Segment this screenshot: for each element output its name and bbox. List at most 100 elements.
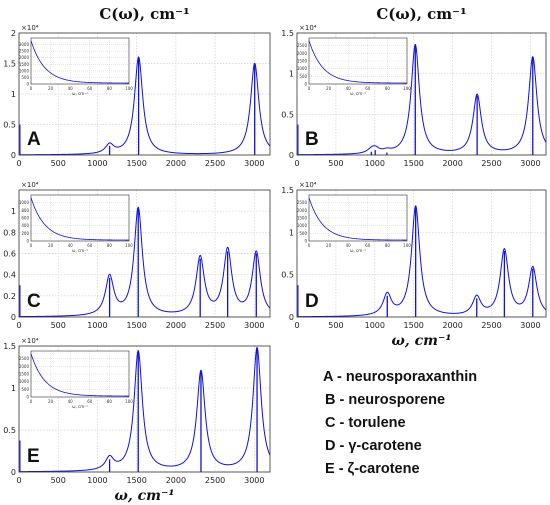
inset-area	[31, 38, 129, 84]
x-tick-label: 3000	[244, 476, 264, 485]
y-tick-label: 0.6	[3, 250, 16, 259]
x-tick-label: 1000	[365, 321, 385, 330]
x-tick-label: 2500	[481, 159, 501, 168]
plot-frame	[18, 345, 271, 473]
y-tick-label: 0.5	[281, 271, 294, 280]
inset-y-tick: 800	[21, 208, 29, 213]
x-tick-label: 2500	[205, 159, 225, 168]
inset-x-label: ω, cm⁻¹	[72, 91, 88, 96]
spectrum-line	[19, 56, 271, 156]
x-tick-label: 3000	[520, 159, 540, 168]
inset-y-tick: 500	[299, 231, 307, 236]
inset-x-tick: 20	[326, 243, 332, 248]
legend-item-b: B - neurosporene	[325, 392, 446, 408]
y-tick-label: 0	[289, 151, 294, 160]
inset-y-tick: 1500	[19, 372, 30, 377]
inset-curve	[30, 40, 130, 84]
x-tick-label: 2500	[205, 321, 225, 330]
inset-x-tick: 0	[30, 86, 33, 91]
inset-curve	[30, 197, 130, 241]
inset-y-tick: 0	[26, 239, 29, 244]
x-tick-label: 0	[294, 159, 299, 168]
inset-y-tick: 1000	[19, 68, 30, 73]
x-tick-label: 500	[328, 321, 343, 330]
x-tick-label: 2000	[442, 159, 462, 168]
x-tick-label: 1500	[126, 159, 146, 168]
inset-curve	[30, 353, 130, 397]
inset-x-tick: 0	[30, 399, 33, 404]
x-tick-label: 500	[328, 159, 343, 168]
inset-y-tick: 0	[26, 395, 29, 400]
inset-x-tick: 100	[403, 243, 411, 248]
inset-y-tick: 1500	[297, 59, 308, 64]
y-exponent-label: ×10⁴	[21, 337, 39, 345]
inset-x-label: ω, cm⁻¹	[350, 91, 366, 96]
y-tick-label: 1	[289, 70, 294, 79]
inset-y-tick: 2000	[297, 51, 308, 56]
y-tick-label: 1.5	[3, 342, 16, 351]
x-tick-label: 1000	[87, 321, 107, 330]
inset-frame	[30, 350, 130, 398]
inset-x-tick: 40	[68, 243, 74, 248]
inset-y-tick: 600	[21, 216, 29, 221]
spectrum-line	[19, 206, 271, 318]
x-tick-label: 1500	[126, 476, 146, 485]
inset-y-tick: 500	[299, 74, 307, 79]
y-tick-label: 0.4	[3, 271, 16, 280]
inset-y-tick: 1500	[297, 216, 308, 221]
inset-x-tick: 40	[346, 243, 352, 248]
inset-y-tick: 0	[304, 239, 307, 244]
x-tick-label: 3000	[520, 321, 540, 330]
y-tick-label: 0.2	[3, 292, 16, 301]
chart-panel-c: 0 500 1000 1500 2000 2500 300000.20.40.60.81×1…	[3, 181, 271, 330]
inset-x-label: ω, cm⁻¹	[72, 404, 88, 409]
x-tick-label: 2000	[166, 476, 186, 485]
y-tick-label: 1.5	[281, 186, 294, 195]
spectrum-line	[19, 346, 271, 473]
inset-frame	[30, 194, 130, 242]
y-tick-label: 1.5	[281, 29, 294, 38]
panel-letter: A	[27, 129, 41, 150]
inset-x-tick: 100	[125, 243, 133, 248]
inset-x-tick: 20	[48, 243, 54, 248]
panel-letter: D	[305, 291, 319, 312]
inset-x-tick: 60	[365, 86, 371, 91]
panel-letter: E	[27, 446, 40, 467]
y-tick-label: 0	[289, 313, 294, 322]
inset-y-tick: 500	[21, 75, 29, 80]
inset-y-tick: 1000	[19, 200, 30, 205]
x-tick-label: 0	[16, 476, 21, 485]
x-tick-label: 0	[16, 159, 21, 168]
y-tick-label: 2	[11, 29, 16, 38]
plot-frame	[18, 32, 271, 156]
inset-x-tick: 40	[346, 86, 352, 91]
x-tick-label: 2000	[166, 321, 186, 330]
legend-item-e: E - ζ-carotene	[325, 461, 420, 477]
inset-y-tick: 500	[21, 387, 29, 392]
spectrum-line	[296, 205, 547, 318]
inset-y-tick: 2000	[297, 208, 308, 213]
inset-curve	[308, 40, 408, 84]
inset-x-tick: 60	[365, 243, 371, 248]
y-tick-label: 0.5	[3, 426, 16, 435]
legend-item-a: A - neurosporaxanthin	[323, 369, 478, 385]
inset-y-tick: 2500	[19, 49, 30, 54]
x-tick-label: 1500	[404, 321, 424, 330]
legend: A - neurosporaxanthin B - neurosporene C…	[323, 366, 545, 481]
x-tick-label: 0	[16, 321, 21, 330]
x-tick-label: 1000	[87, 159, 107, 168]
inset-x-tick: 0	[308, 243, 311, 248]
inset-frame	[30, 37, 130, 85]
x-tick-label: 1500	[404, 159, 424, 168]
y-exponent-label: ×10⁴	[299, 181, 317, 189]
x-tick-label: 2500	[481, 321, 501, 330]
x-axis-label: ω, cm⁻¹	[115, 488, 175, 504]
inset-x-tick: 20	[48, 399, 54, 404]
inset-x-label: ω, cm⁻¹	[72, 248, 88, 253]
